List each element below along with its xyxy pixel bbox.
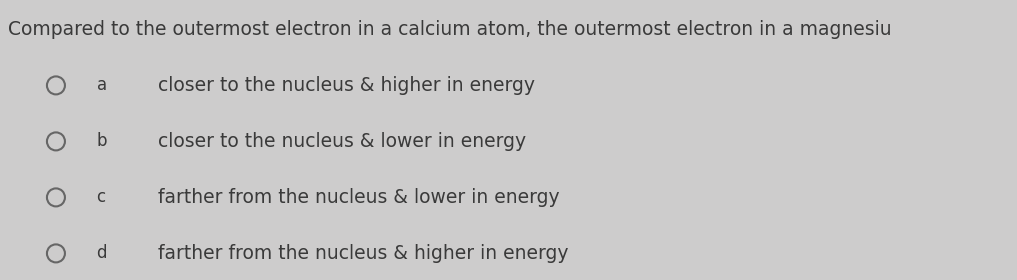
Text: b: b [97, 132, 107, 150]
Text: c: c [97, 188, 106, 206]
Text: farther from the nucleus & lower in energy: farther from the nucleus & lower in ener… [158, 188, 559, 207]
Text: Compared to the outermost electron in a calcium atom, the outermost electron in : Compared to the outermost electron in a … [8, 20, 892, 39]
Text: closer to the nucleus & lower in energy: closer to the nucleus & lower in energy [158, 132, 526, 151]
Text: closer to the nucleus & higher in energy: closer to the nucleus & higher in energy [158, 76, 535, 95]
Text: d: d [97, 244, 107, 262]
Text: a: a [97, 76, 107, 94]
Text: farther from the nucleus & higher in energy: farther from the nucleus & higher in ene… [158, 244, 569, 263]
